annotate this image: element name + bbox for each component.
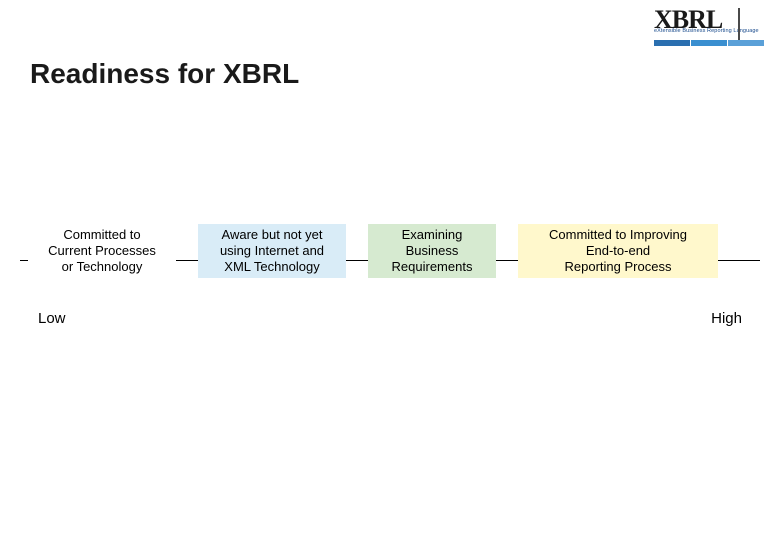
xbrl-logo: XBRL eXtensible Business Reporting Langu… (654, 10, 764, 46)
logo-staff (738, 8, 740, 42)
stage-aware-not-using: Aware but not yet using Internet and XML… (198, 224, 346, 278)
logo-bars (654, 40, 764, 46)
axis-high-label: High (711, 310, 742, 327)
logo-mark: XBRL (654, 10, 764, 30)
logo-bar (728, 40, 764, 46)
axis-low-label: Low (38, 310, 66, 327)
logo-subtitle: eXtensible Business Reporting Language (654, 28, 764, 34)
logo-bar (654, 40, 690, 46)
axis-labels: Low High (38, 310, 742, 327)
logo-bar (691, 40, 727, 46)
stage-committed-current: Committed to Current Processes or Techno… (28, 224, 176, 278)
page-title: Readiness for XBRL (30, 58, 299, 90)
stage-examining: Examining Business Requirements (368, 224, 496, 278)
readiness-spectrum: Committed to Current Processes or Techno… (28, 224, 752, 278)
slide: XBRL eXtensible Business Reporting Langu… (0, 0, 780, 540)
stage-committed-improving: Committed to Improving End-to-end Report… (518, 224, 718, 278)
